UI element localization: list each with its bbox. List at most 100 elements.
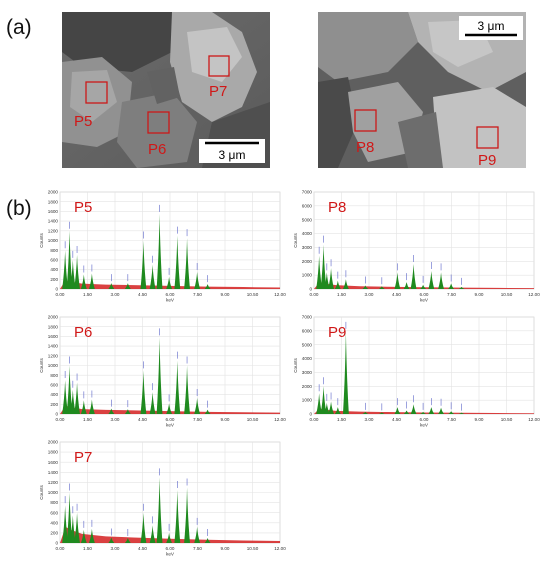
spectrum-peak	[428, 407, 435, 414]
x-tick-label: 4.50	[392, 417, 401, 422]
spectrum-peak	[342, 279, 349, 289]
x-tick-label: 12.00	[274, 417, 286, 422]
x-tick-label: 10.50	[247, 417, 259, 422]
spectrum-peak	[342, 330, 349, 414]
x-tick-label: 4.50	[392, 292, 401, 297]
spectrum-peak	[124, 537, 131, 543]
y-tick-label: 1400	[48, 219, 59, 224]
spectrum-p7: 0.00 1.50 3.00 4.50 6.00 7.50 9.00 10.50 12.00 0 2…	[38, 436, 286, 561]
spectrum-peak	[320, 386, 327, 414]
y-tick-label: 1800	[48, 450, 59, 455]
x-tick-label: 4.50	[138, 292, 147, 297]
y-axis-label: Counts	[39, 485, 44, 500]
background-continuum	[60, 405, 280, 414]
spectrum-peak	[420, 411, 427, 414]
y-tick-label: 800	[50, 500, 58, 505]
spectrum-peak	[362, 285, 369, 289]
spectrum-title: P9	[328, 324, 346, 341]
y-tick-label: 200	[50, 277, 58, 282]
y-tick-label: 2000	[302, 259, 313, 264]
y-tick-label: 200	[50, 402, 58, 407]
x-tick-label: 0.00	[56, 417, 65, 422]
x-tick-label: 6.00	[420, 292, 429, 297]
spectrum-peak	[316, 255, 323, 289]
x-tick-label: 3.00	[111, 292, 120, 297]
x-tick-label: 0.00	[56, 292, 65, 297]
x-axis-label: keV	[166, 298, 175, 303]
region-box-p6	[147, 111, 170, 134]
region-box-p5	[85, 81, 108, 104]
x-tick-label: 9.00	[221, 546, 230, 551]
spectrum-peak	[194, 526, 201, 543]
y-axis-label: Counts	[293, 358, 298, 373]
x-tick-label: 10.50	[501, 417, 513, 422]
y-tick-label: 200	[50, 531, 58, 536]
spectrum-peak	[74, 382, 80, 414]
spectrum-title: P7	[74, 449, 92, 466]
point-label-p9: P9	[478, 152, 496, 168]
x-tick-label: 3.00	[111, 417, 120, 422]
x-tick-label: 3.00	[111, 546, 120, 551]
spectrum-peak	[80, 400, 87, 414]
x-tick-label: 7.50	[193, 292, 202, 297]
y-tick-label: 400	[50, 267, 58, 272]
spectrum-peak	[174, 489, 181, 543]
x-tick-label: 4.50	[138, 546, 147, 551]
spectrum-peak	[156, 213, 163, 289]
spectrum-peak	[69, 389, 76, 414]
spectrum-peak	[166, 532, 173, 543]
y-tick-label: 600	[50, 258, 58, 263]
x-axis-label: keV	[166, 423, 175, 428]
spectrum-peak	[403, 410, 410, 414]
spectrum-peak	[204, 537, 211, 543]
spectrum-peak	[448, 411, 455, 414]
x-tick-label: 0.00	[56, 546, 65, 551]
spectrum-peak	[420, 284, 427, 289]
y-tick-label: 1000	[48, 363, 59, 368]
x-tick-label: 1.50	[337, 292, 346, 297]
y-tick-label: 3000	[302, 245, 313, 250]
x-tick-label: 3.00	[365, 292, 374, 297]
panel-label-a: (a)	[6, 16, 32, 39]
spectrum-peak	[166, 276, 173, 289]
spectrum-p5: 0.00 1.50 3.00 4.50 6.00 7.50 9.00 10.50 12.00 0 2…	[38, 186, 286, 307]
scale-bar-label-right: 3 μm	[478, 19, 505, 33]
spectrum-peak	[334, 407, 341, 414]
spectrum-peak	[88, 273, 95, 289]
x-tick-label: 12.00	[528, 292, 540, 297]
y-tick-label: 600	[50, 510, 58, 515]
background-continuum	[60, 280, 280, 289]
y-tick-label: 400	[50, 520, 58, 525]
region-box-p7	[208, 55, 230, 77]
x-tick-label: 10.50	[247, 292, 259, 297]
y-tick-label: 1800	[48, 199, 59, 204]
spectrum-peak	[184, 365, 190, 414]
spectrum-peak	[334, 280, 341, 289]
x-tick-label: 12.00	[274, 292, 286, 297]
spectrum-peak	[410, 264, 417, 289]
x-tick-label: 10.50	[247, 546, 259, 551]
spectrum-peak	[410, 404, 417, 414]
y-axis-label: Counts	[39, 358, 44, 373]
x-tick-label: 4.50	[138, 417, 147, 422]
sem-image-left: P5 P6 P7 3 μm	[62, 12, 270, 173]
spectrum-peak	[328, 268, 334, 289]
y-tick-label: 4000	[302, 356, 313, 361]
x-axis-label: keV	[420, 298, 429, 303]
point-label-p8: P8	[356, 139, 374, 156]
x-axis-label: keV	[166, 552, 175, 557]
x-tick-label: 12.00	[274, 546, 286, 551]
x-tick-label: 7.50	[193, 546, 202, 551]
y-tick-label: 1000	[48, 490, 59, 495]
panel-label-b: (b)	[6, 197, 32, 220]
point-label-p7: P7	[209, 83, 227, 100]
y-tick-label: 1200	[48, 228, 59, 233]
region-box-p9	[476, 126, 499, 149]
x-tick-label: 3.00	[365, 417, 374, 422]
spectrum-peak	[184, 487, 190, 543]
y-tick-label: 5000	[302, 342, 313, 347]
spectrum-peak	[328, 401, 334, 414]
spectrum-peak	[194, 272, 201, 289]
spectrum-peak	[62, 250, 69, 289]
y-tick-label: 2000	[48, 315, 59, 320]
